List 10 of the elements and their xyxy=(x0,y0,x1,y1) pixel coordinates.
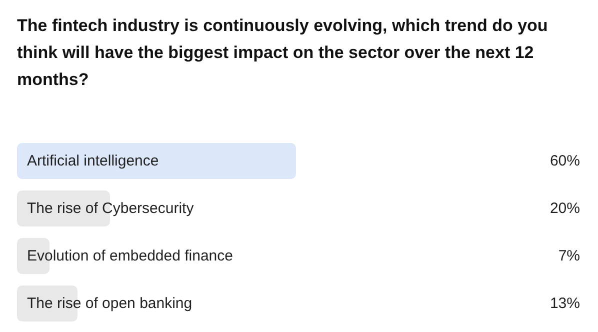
y-tick-label: Evolution of embedded finance xyxy=(27,248,233,264)
y-tick-label: Artificial intelligence xyxy=(27,152,159,170)
bar xyxy=(17,143,296,179)
y-tick-label: The rise of Cybersecurity xyxy=(27,200,194,217)
data-label: 13% xyxy=(550,295,580,312)
data-label: 7% xyxy=(558,248,580,264)
data-label: 20% xyxy=(550,200,580,217)
data-label: 60% xyxy=(550,152,580,170)
y-tick-label: The rise of open banking xyxy=(27,295,192,312)
chart-title: The fintech industry is continuously evolving, which trend do you think will have the biggest impact on the sector over the next 12 months? xyxy=(17,15,549,91)
